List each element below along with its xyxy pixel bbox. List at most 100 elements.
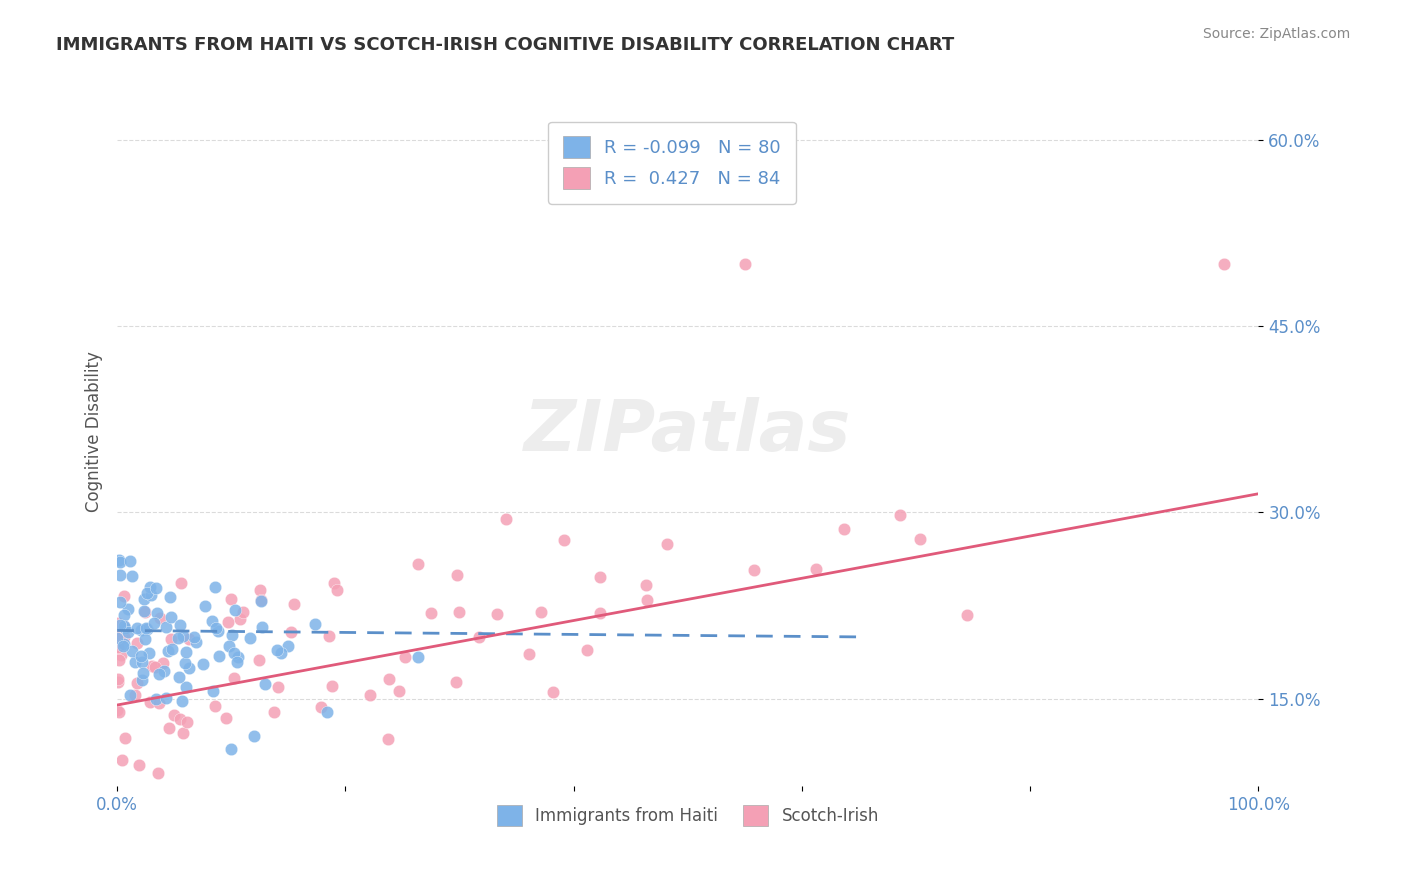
Point [270, 646, 292, 660]
Point [191, 657, 214, 671]
Point [145, 692, 167, 706]
Point [204, 580, 226, 594]
Point [172, 694, 194, 708]
Point [239, 631, 262, 645]
Point [117, 624, 139, 639]
Point [266, 643, 288, 657]
Point [1213, 257, 1236, 271]
Point [159, 610, 181, 624]
Point [155, 619, 177, 633]
Point [125, 676, 148, 690]
Point [139, 695, 162, 709]
Point [108, 594, 131, 608]
Point [131, 673, 153, 687]
Point [956, 608, 979, 623]
Point [253, 677, 276, 691]
Point [263, 705, 285, 719]
Point [112, 637, 135, 651]
Point [112, 619, 135, 633]
Point [124, 689, 146, 703]
Point [446, 568, 468, 582]
Point [112, 630, 135, 644]
Point [135, 623, 157, 637]
Point [406, 649, 429, 664]
Point [226, 649, 249, 664]
Y-axis label: Cognitive Disability: Cognitive Disability [86, 351, 103, 512]
Point [232, 605, 254, 619]
Point [742, 563, 765, 577]
Point [179, 661, 201, 675]
Point [139, 580, 162, 594]
Point [124, 655, 146, 669]
Point [177, 632, 200, 647]
Point [280, 625, 302, 640]
Point [283, 597, 305, 611]
Point [135, 621, 157, 635]
Point [138, 646, 160, 660]
Point [309, 700, 332, 714]
Point [468, 630, 491, 644]
Point [219, 592, 242, 607]
Point [143, 615, 166, 630]
Point [589, 570, 612, 584]
Point [889, 508, 911, 523]
Point [377, 732, 399, 747]
Point [127, 636, 149, 650]
Point [160, 641, 183, 656]
Point [318, 629, 340, 643]
Point [134, 632, 156, 647]
Point [111, 753, 134, 767]
Point [170, 575, 193, 590]
Point [110, 555, 132, 569]
Point [129, 648, 152, 663]
Text: IMMIGRANTS FROM HAITI VS SCOTCH-IRISH COGNITIVE DISABILITY CORRELATION CHART: IMMIGRANTS FROM HAITI VS SCOTCH-IRISH CO… [56, 36, 955, 54]
Point [359, 688, 381, 702]
Point [107, 640, 129, 654]
Point [215, 711, 238, 725]
Point [224, 671, 246, 685]
Point [114, 731, 136, 745]
Point [132, 604, 155, 618]
Point [202, 684, 225, 698]
Point [446, 674, 468, 689]
Point [132, 665, 155, 680]
Point [208, 648, 231, 663]
Point [112, 589, 135, 603]
Point [378, 672, 401, 686]
Point [157, 721, 180, 735]
Point [172, 629, 194, 643]
Point [304, 617, 326, 632]
Point [121, 568, 143, 582]
Point [118, 553, 141, 567]
Point [176, 714, 198, 729]
Point [495, 512, 517, 526]
Point [148, 696, 170, 710]
Point [174, 680, 197, 694]
Point [316, 705, 339, 719]
Point [110, 631, 132, 645]
Point [636, 578, 658, 592]
Point [277, 639, 299, 653]
Point [145, 581, 167, 595]
Point [172, 726, 194, 740]
Point [107, 629, 129, 643]
Point [153, 664, 176, 678]
Point [167, 632, 190, 646]
Point [388, 684, 411, 698]
Point [149, 611, 172, 625]
Point [541, 685, 564, 699]
Point [323, 575, 346, 590]
Point [141, 658, 163, 673]
Point [406, 557, 429, 571]
Point [110, 648, 132, 663]
Point [249, 582, 271, 597]
Point [804, 561, 827, 575]
Point [169, 617, 191, 632]
Point [267, 680, 290, 694]
Point [169, 670, 191, 684]
Point [169, 713, 191, 727]
Point [128, 758, 150, 772]
Point [134, 605, 156, 619]
Point [201, 615, 224, 629]
Text: ZIPatlas: ZIPatlas [524, 397, 852, 467]
